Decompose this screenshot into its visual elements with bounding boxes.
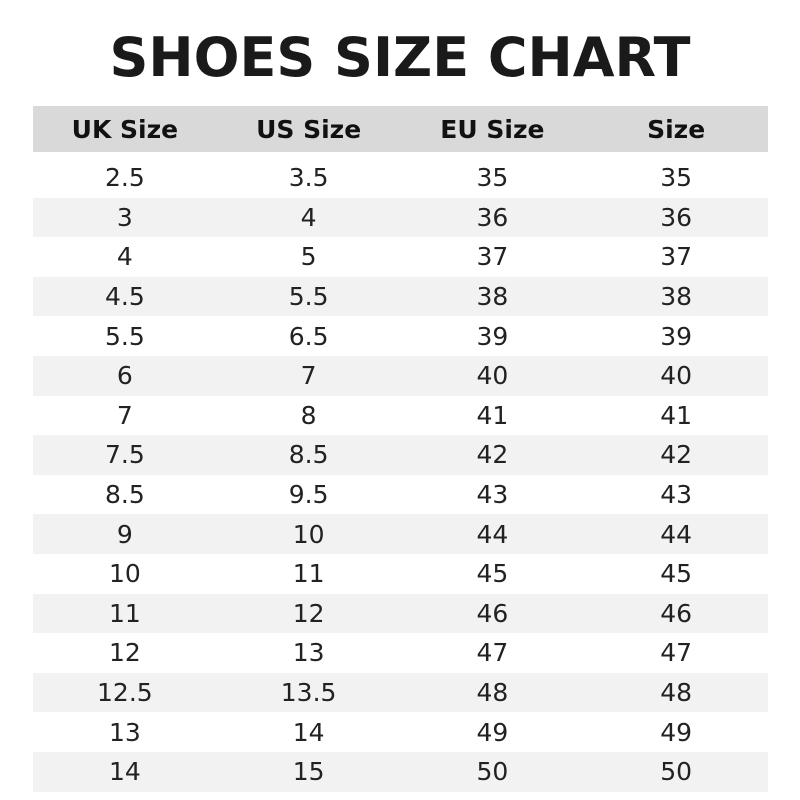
table-row: 4 5 37 37	[33, 237, 768, 277]
table-cell: 12	[108, 638, 141, 668]
table-body: 2.5 3.5 35 35 3 4 36 36 4 5 37 37 4.5 5.5 38 38 5.5 6.5 39…	[33, 158, 768, 792]
table-row: 12 13 47 47	[33, 633, 768, 673]
table-row: 5.5 6.5 39 39	[33, 316, 768, 356]
table-cell: 47	[660, 638, 693, 668]
table-cell: 42	[476, 440, 509, 470]
table-cell: 5	[300, 242, 317, 272]
table-cell: 45	[476, 559, 509, 589]
table-cell: 9	[116, 519, 133, 549]
table-cell: 13	[292, 638, 325, 668]
column-header: UK Size	[71, 114, 179, 144]
table-cell: 40	[476, 361, 509, 391]
table-cell: 43	[660, 480, 693, 510]
table-cell: 8.5	[104, 480, 145, 510]
table-row: 4.5 5.5 38 38	[33, 276, 768, 317]
table-cell: 38	[476, 282, 509, 312]
table-cell: 6.5	[288, 321, 329, 351]
table-cell: 50	[476, 757, 509, 787]
table-cell: 10	[292, 519, 325, 549]
table-cell: 13.5	[280, 678, 337, 708]
table-cell: 35	[476, 163, 509, 193]
table-cell: 43	[476, 480, 509, 510]
table-cell: 11	[108, 598, 141, 628]
table-row: 10 11 45 45	[33, 554, 768, 594]
table-cell: 7	[300, 361, 317, 391]
table-cell: 15	[292, 757, 325, 787]
column-header: Size	[647, 114, 706, 144]
table-cell: 44	[476, 519, 509, 549]
table-row: 7 8 41 41	[33, 396, 768, 436]
table-cell: 12.5	[97, 678, 153, 708]
table-cell: 12	[292, 598, 325, 628]
table-row: 14 15 50 50	[33, 751, 768, 792]
table-cell: 49	[476, 717, 509, 747]
table-row: 9 10 44 44	[33, 514, 768, 554]
table-cell: 9.5	[288, 480, 329, 510]
table-cell: 50	[660, 757, 693, 787]
table-cell: 41	[476, 400, 509, 430]
table-cell: 36	[660, 202, 693, 232]
table-cell: 11	[292, 559, 325, 589]
table-cell: 2.5	[104, 163, 145, 193]
table-cell: 5.5	[288, 282, 329, 312]
table-cell: 14	[292, 717, 325, 747]
table-cell: 8	[300, 400, 317, 430]
table-cell: 48	[660, 678, 693, 708]
table-cell: 42	[660, 440, 693, 470]
table-row: 13 14 49 49	[33, 712, 768, 752]
table-row: 11 12 46 46	[33, 593, 768, 634]
table-cell: 39	[476, 321, 509, 351]
table-cell: 41	[660, 400, 693, 430]
table-cell: 36	[476, 202, 509, 232]
table-cell: 8.5	[288, 440, 329, 470]
table-cell: 44	[660, 519, 693, 549]
table-cell: 38	[660, 282, 693, 312]
table-row: 8.5 9.5 43 43	[33, 475, 768, 515]
table-cell: 47	[476, 638, 509, 668]
table-cell: 4	[116, 242, 133, 272]
table-cell: 7	[116, 400, 133, 430]
column-header: US Size	[256, 114, 362, 144]
table-cell: 10	[108, 559, 141, 589]
table-cell: 4.5	[104, 282, 145, 312]
table-row: 6 7 40 40	[33, 355, 768, 396]
column-header: EU Size	[440, 114, 545, 144]
table-cell: 14	[108, 757, 141, 787]
table-cell: 4	[300, 202, 317, 232]
table-cell: 7.5	[104, 440, 145, 470]
table-cell: 46	[660, 598, 693, 628]
table-row: 12.5 13.5 48 48	[33, 672, 768, 713]
table-cell: 40	[660, 361, 693, 391]
table-header: UK Size US Size EU Size Size	[33, 106, 768, 152]
table-cell: 5.5	[104, 321, 145, 351]
table-cell: 45	[660, 559, 693, 589]
table-cell: 37	[660, 242, 693, 272]
table-cell: 35	[660, 163, 693, 193]
table-cell: 37	[476, 242, 509, 272]
table-row: 3 4 36 36	[33, 197, 768, 238]
table-row: 2.5 3.5 35 35	[33, 158, 768, 198]
table-cell: 49	[660, 717, 693, 747]
table-cell: 48	[476, 678, 509, 708]
table-cell: 3.5	[288, 163, 329, 193]
table-row: 7.5 8.5 42 42	[33, 435, 768, 475]
page-title: SHOES SIZE CHART	[109, 26, 691, 89]
table-cell: 6	[116, 361, 133, 391]
table-cell: 13	[108, 717, 141, 747]
table-cell: 46	[476, 598, 509, 628]
table-cell: 3	[116, 202, 133, 232]
table-cell: 39	[660, 321, 693, 351]
size-table: UK Size US Size EU Size Size 2.5 3.5 35 35 3 4 36…	[33, 106, 768, 792]
